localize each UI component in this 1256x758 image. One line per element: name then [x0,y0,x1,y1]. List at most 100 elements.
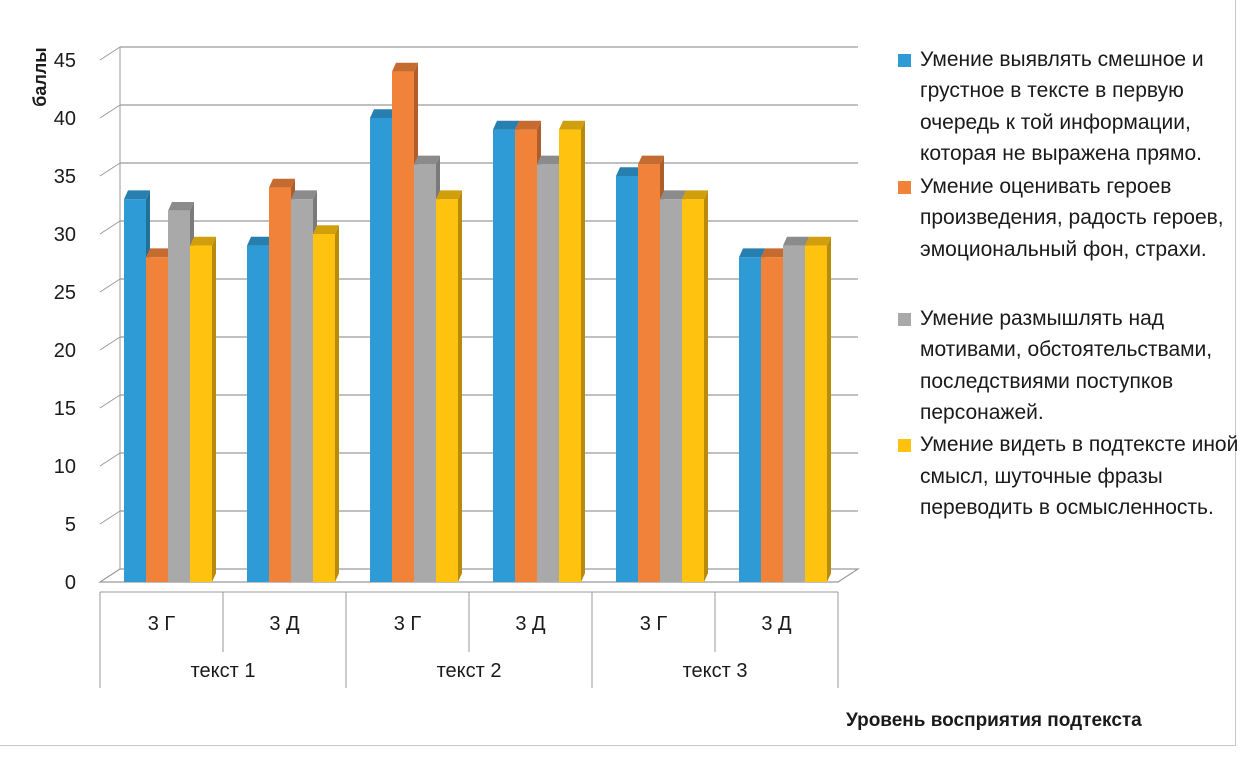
bar-top [660,190,686,200]
bar-top [392,62,418,72]
bar [805,245,827,582]
y-tick-label: 45 [54,50,76,72]
bar-top [559,120,585,130]
bar-top [739,248,765,258]
bar [269,187,291,582]
bar-top [146,248,172,258]
bar [515,129,537,582]
legend-label: Умение видеть в подтексте иной смысл, шу… [920,433,1239,519]
bar [783,245,805,582]
bar [436,199,458,582]
bar [146,257,168,582]
bar [414,164,436,582]
bar-side [827,236,831,583]
bar-top [247,236,273,246]
y-axis-title: баллы [30,47,50,106]
gridline-side [99,510,121,525]
bar-top [313,225,339,234]
legend-item: Умение оценивать героев произведения, ра… [896,171,1246,265]
category-tick-label: 3 Г [394,613,422,635]
bar-side [335,225,339,582]
y-tick-label: 40 [54,108,76,130]
gridline-side [99,394,121,409]
category-tick-label: 3 Г [148,613,176,635]
bar-top [537,155,563,165]
y-tick-label: 35 [54,166,76,188]
y-tick-label: 15 [54,398,76,420]
bar-top [124,190,150,200]
bar [392,71,414,582]
bar-top [805,236,831,246]
category-tick-label: 3 Д [515,613,546,635]
bar [313,234,335,582]
bar [168,210,190,583]
legend-swatch [898,439,911,453]
x-axis-title: Уровень восприятия подтекста [846,710,1142,731]
legend-swatch [898,54,911,67]
bar [291,199,313,582]
bar-top [682,190,708,200]
bar-top [616,167,642,176]
category-tick-label: 3 Д [761,613,792,635]
y-tick-label: 10 [54,456,76,478]
bar [739,257,761,582]
bar-top [638,155,664,165]
legend-item: Умение видеть в подтексте иной смысл, шу… [896,429,1246,523]
bar-top [783,236,809,246]
gridline-side [99,162,121,177]
bar [247,245,269,582]
gridline-side [99,46,121,61]
bar [638,164,660,582]
bar [370,118,392,582]
gridline-side [99,336,121,351]
bar-side [212,236,216,583]
group-tick-label: текст 1 [191,660,256,682]
bar-top [168,202,194,211]
legend-item: Умение выявлять смешное и грустное в тек… [896,44,1246,169]
group-tick-label: текст 2 [437,660,502,682]
bar [124,199,146,582]
legend-label: Умение оценивать героев произведения, ра… [920,175,1224,261]
legend: Умение выявлять смешное и грустное в тек… [896,44,1246,523]
bar-top [291,190,317,200]
category-tick-label: 3 Г [640,613,668,635]
y-tick-label: 5 [65,514,76,536]
group-tick-label: текст 3 [683,660,748,682]
bar [190,245,212,582]
bar-top [370,109,396,118]
bar [493,129,515,582]
y-tick-label: 0 [65,572,76,594]
bars [124,62,831,583]
bar-side [458,190,462,582]
legend-swatch [898,181,911,195]
bar-top [190,236,216,246]
bar-top [436,190,462,200]
axis-labels: 0 5 10 15 20 25 30 35 40 45 3 Г 3 Д 3 Г 3 Д 3 Г 3 Д текс… [54,50,792,682]
y-tick-label: 25 [54,282,76,304]
legend-label: Умение размышлять над мотивами, обстояте… [920,307,1213,424]
bar [761,257,783,582]
y-tick-label: 20 [54,340,76,362]
gridline-side [99,220,121,235]
bar [660,199,682,582]
category-tick-label: 3 Д [269,613,300,635]
chart-frame [0,0,1236,746]
grid-lines [99,46,858,569]
bar-side [581,120,585,583]
gridline-side [99,278,121,293]
gridline-side [99,104,121,119]
bar [682,199,704,582]
bar-top [761,248,787,258]
bar [616,176,638,582]
gridline-side [99,452,121,467]
bar-top [515,120,541,130]
y-tick-label: 30 [54,224,76,246]
legend-label: Умение выявлять смешное и грустное в тек… [920,48,1204,165]
bar-top [493,120,519,130]
bar-top [269,178,295,188]
bar [537,164,559,582]
legend-swatch [898,313,911,327]
bar-top [414,155,440,165]
bar [559,129,581,582]
